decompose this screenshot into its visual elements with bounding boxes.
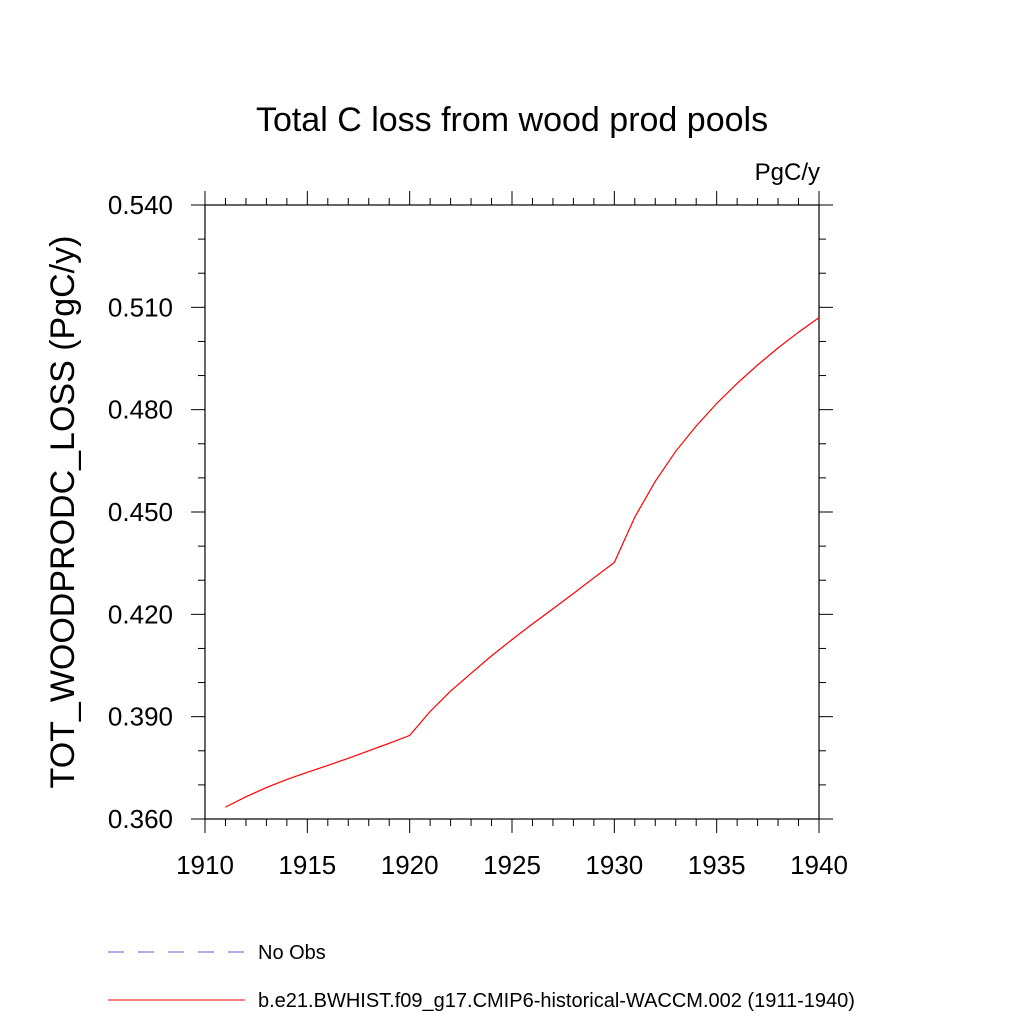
x-tick-label: 1915	[278, 850, 336, 880]
y-tick-label: 0.360	[108, 804, 173, 834]
series-lines	[225, 317, 820, 808]
units-label: PgC/y	[755, 159, 820, 186]
plot-frame	[204, 204, 820, 820]
y-tick-label: 0.450	[108, 497, 173, 527]
y-tick-label: 0.510	[108, 292, 173, 322]
y-tick-label: 0.480	[108, 395, 173, 425]
legend-label: No Obs	[258, 942, 326, 964]
y-tick-label: 0.420	[108, 599, 173, 629]
legend-label: b.e21.BWHIST.f09_g17.CMIP6-historical-WA…	[258, 990, 855, 1012]
chart-title: Total C loss from wood prod pools	[256, 101, 768, 139]
x-tick-label: 1925	[483, 850, 541, 880]
x-tick-label: 1930	[585, 850, 643, 880]
y-tick-label: 0.540	[108, 190, 173, 220]
legend: No Obs b.e21.BWHIST.f09_g17.CMIP6-histori…	[108, 942, 855, 1012]
x-tick-label: 1920	[381, 850, 439, 880]
x-tick-label: 1910	[176, 850, 234, 880]
x-tick-label: 1940	[790, 850, 848, 880]
axis-ticks	[191, 191, 833, 833]
tick-labels: 1910 1915 1920 1925 1930 1935 1940 0.360 0.390 0.…	[108, 190, 848, 880]
y-tick-label: 0.390	[108, 702, 173, 732]
y-axis-label: TOT_WOODPRODC_LOSS (PgC/y)	[44, 236, 82, 789]
series-line	[225, 317, 820, 808]
x-tick-label: 1935	[688, 850, 746, 880]
